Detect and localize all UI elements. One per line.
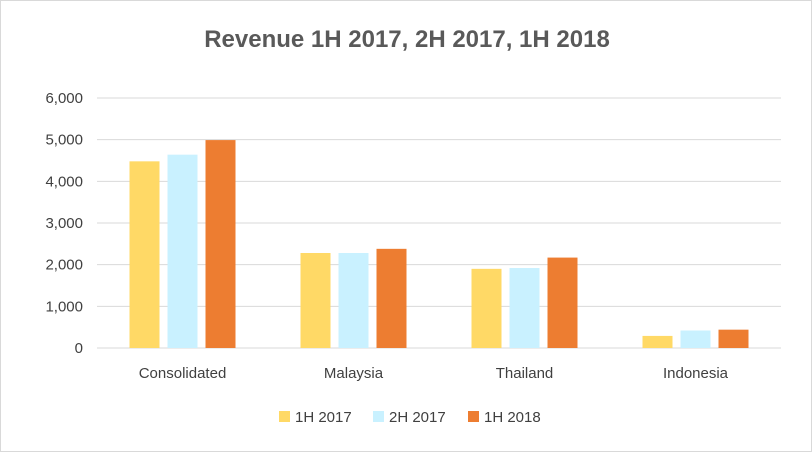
y-axis-ticks: 0 1,000 2,000 3,000 4,000 5,000 6,000 [45, 90, 83, 357]
bar [471, 268, 502, 348]
bar [338, 253, 369, 348]
legend-label: 2H 2017 [389, 409, 446, 426]
y-tick-label: 0 [75, 340, 83, 357]
bar [376, 248, 407, 348]
x-axis-categories: Consolidated Malaysia Thailand Indonesia [139, 365, 729, 382]
bar [509, 268, 540, 348]
bar [642, 335, 673, 348]
bar [718, 329, 749, 348]
y-tick-label: 6,000 [45, 90, 83, 107]
x-category-label: Indonesia [663, 365, 729, 382]
bar [680, 330, 711, 348]
y-tick-label: 2,000 [45, 257, 83, 274]
legend-swatch [468, 411, 479, 422]
y-tick-label: 3,000 [45, 215, 83, 232]
legend-label: 1H 2017 [295, 409, 352, 426]
bar [205, 140, 236, 348]
legend: 1H 2017 2H 2017 1H 2018 [279, 409, 541, 426]
bars [129, 140, 749, 348]
y-tick-label: 1,000 [45, 298, 83, 315]
legend-swatch [373, 411, 384, 422]
y-tick-label: 5,000 [45, 132, 83, 149]
x-category-label: Thailand [496, 365, 554, 382]
legend-label: 1H 2018 [484, 409, 541, 426]
gridlines [97, 97, 781, 349]
bar [129, 161, 160, 348]
x-category-label: Malaysia [324, 365, 384, 382]
legend-swatch [279, 411, 290, 422]
bar [547, 257, 578, 348]
chart-title: Revenue 1H 2017, 2H 2017, 1H 2018 [204, 26, 610, 53]
x-category-label: Consolidated [139, 365, 227, 382]
y-tick-label: 4,000 [45, 173, 83, 190]
bar [300, 253, 331, 348]
bar [167, 154, 198, 348]
